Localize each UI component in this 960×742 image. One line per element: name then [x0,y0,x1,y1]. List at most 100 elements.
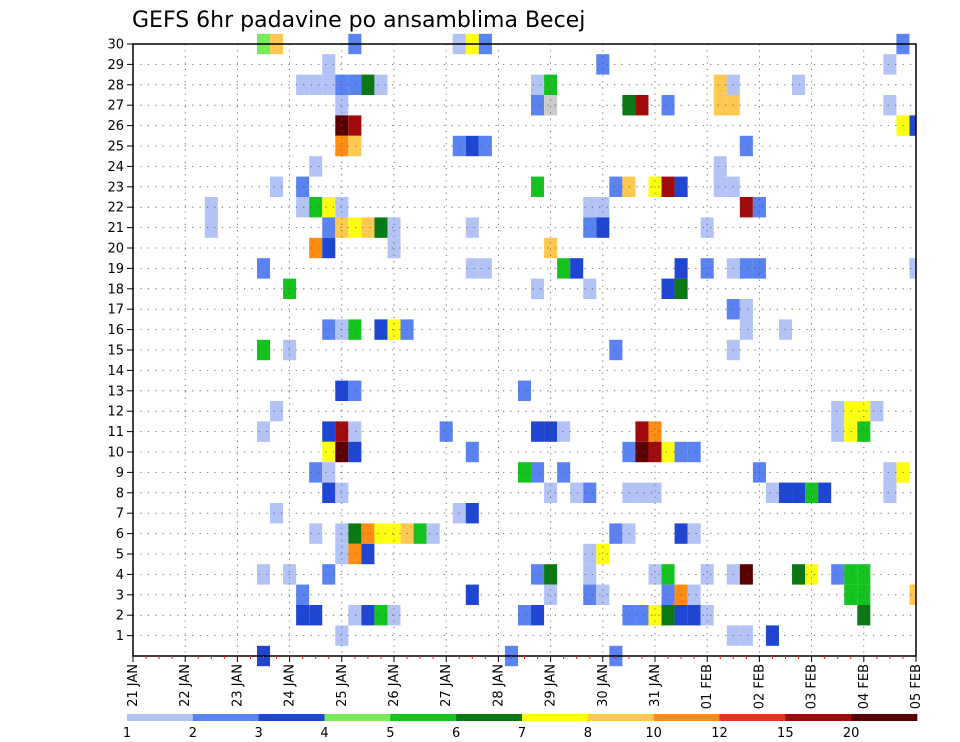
heatmap-cell [413,523,427,544]
heatmap-cell [596,584,610,605]
heatmap-cell [661,278,675,299]
y-tick-label: 15 [107,344,124,359]
heatmap-cell [596,543,610,565]
heatmap-cell [322,74,336,95]
heatmap-cell [348,523,362,544]
heatmap-cell [805,564,819,585]
heatmap-cell [374,523,388,544]
y-tick-label: 11 [107,425,124,440]
heatmap-cell [531,605,545,626]
legend-label: 12 [711,726,728,741]
legend-label: 4 [320,726,328,741]
heatmap-cell [478,258,492,279]
x-tick-label: 02 FEB [752,664,767,709]
heatmap-cell [322,482,336,503]
y-tick-label: 24 [107,160,124,175]
legend-swatch [258,714,325,721]
heatmap-cell [465,584,479,605]
heatmap-cell [531,421,545,442]
y-tick-label: 2 [116,609,124,624]
heatmap-cell [517,380,532,401]
heatmap-cell [256,421,271,442]
heatmap-cell [844,421,858,442]
heatmap-cell [361,605,375,626]
heatmap-cell [322,237,336,259]
heatmap-cell [322,564,336,585]
heatmap-cell [374,605,388,626]
legend-label: 3 [255,726,263,741]
heatmap-cell [648,421,662,442]
heatmap-cell [517,605,532,626]
heatmap-cell [857,564,871,585]
y-tick-label: 14 [107,364,124,379]
heatmap-cell [583,543,597,565]
heatmap-cell [596,54,610,75]
heatmap-cell [661,564,675,585]
x-tick-label: 28 JAN [491,664,506,707]
x-tick-label: 26 JAN [387,664,402,707]
heatmap-cell [831,401,845,422]
heatmap-cell [739,135,753,157]
heatmap-cell [309,605,323,626]
heatmap-cell [844,564,858,585]
heatmap-cell [635,421,649,442]
heatmap-cell [792,482,806,503]
heatmap-cell [478,135,492,157]
x-tick-label: 01 FEB [700,664,715,709]
heatmap-cell [387,237,401,259]
heatmap-cell [309,237,323,259]
heatmap-cell [609,339,623,361]
heatmap-cell [739,564,753,585]
heatmap-cell [335,421,349,442]
heatmap-cell [739,299,753,320]
heatmap-cell [609,176,623,197]
heatmap-cell [857,584,871,605]
heatmap-cell [557,258,571,279]
heatmap-cell [544,74,558,95]
heatmap-cell [844,401,858,422]
heatmap-cell [335,380,349,401]
heatmap-cell [687,523,701,544]
heatmap-cell [204,197,218,218]
heatmap-cell [752,197,766,218]
heatmap-cell [335,217,349,238]
heatmap-cell [739,197,753,218]
heatmap-cell [596,217,610,238]
legend-swatch [522,714,589,721]
heatmap-cell [348,115,362,136]
heatmap-cell [374,217,388,238]
chart-title: GEFS 6hr padavine po ansamblima Becej [132,8,585,33]
heatmap-cell [309,523,323,544]
heatmap-cell [531,564,545,585]
legend-label: 8 [584,726,592,741]
y-tick-label: 20 [107,242,124,257]
heatmap-cell [283,339,297,361]
y-tick-label: 18 [107,282,124,297]
heatmap-cell [283,564,297,585]
heatmap-cell [713,156,727,177]
legend-swatch [456,714,523,721]
x-tick-label: 31 JAN [648,664,663,707]
heatmap-cell [909,258,916,279]
heatmap-cell [309,462,323,483]
heatmap-cell [465,503,479,524]
heatmap-cell [204,217,218,238]
y-tick-label: 21 [107,221,124,236]
legend-label: 15 [777,726,794,741]
heatmap-cell [335,197,349,218]
heatmap-cell [296,197,310,218]
heatmap-cell [570,482,584,503]
heatmap-cell [348,605,362,626]
heatmap-cell [465,258,479,279]
heatmap-cell [335,441,349,463]
legend-label: 6 [452,726,460,741]
y-tick-label: 8 [116,486,124,501]
legend-swatch [390,714,457,721]
heatmap-cell [335,74,349,95]
x-axis: 21 JAN 22 JAN 23 JAN 24 JAN 25 JAN 26 JAN 27 J… [126,656,924,709]
heatmap-cell [348,217,362,238]
heatmap-cell [335,482,349,503]
heatmap-cell [909,115,916,136]
heatmap-cell [661,441,675,463]
